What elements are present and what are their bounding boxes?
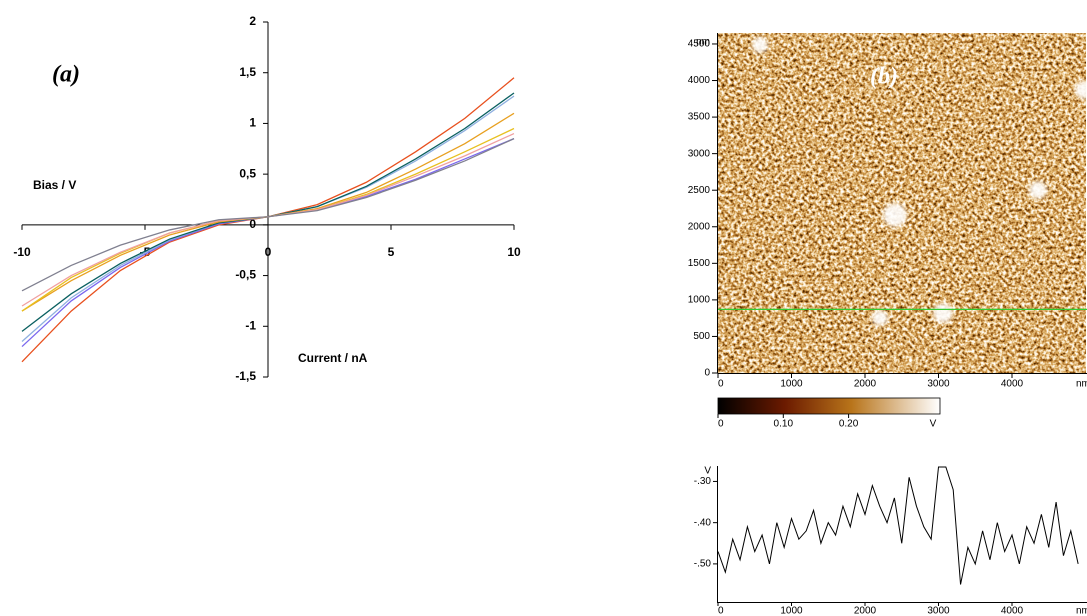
- x-tick-label: -10: [13, 245, 31, 259]
- afm-particles: [752, 37, 1086, 326]
- x-tick-label: 10: [507, 245, 521, 259]
- x-tick-label: 1000: [780, 379, 803, 390]
- y-tick-label: 4000: [688, 75, 711, 86]
- x-tick-label: 3000: [927, 606, 950, 616]
- colorbar-tick-label: 0.10: [774, 419, 794, 430]
- x-tick-label: 2000: [854, 606, 877, 616]
- profile-plot: [718, 466, 1079, 585]
- x-tick-label: 0: [718, 379, 724, 390]
- y-tick-label: -.30: [694, 476, 712, 487]
- x-unit: nm: [1076, 379, 1087, 390]
- x-tick-label: 4000: [1001, 606, 1024, 616]
- y-tick-label: -1,5: [235, 369, 256, 383]
- x-unit: nm: [1076, 606, 1087, 616]
- y-tick-label: 0,5: [239, 166, 256, 180]
- x-tick-label: 0: [265, 245, 272, 259]
- y-tick-label: 1: [249, 116, 256, 130]
- colorbar: [717, 397, 941, 415]
- x-axis-title: Bias / V: [33, 178, 76, 192]
- y-tick-label: -.50: [694, 559, 712, 570]
- x-tick-label: 0: [718, 606, 724, 616]
- y-tick-label: 0: [249, 217, 256, 231]
- y-tick-label: 2: [249, 14, 256, 28]
- y-tick-label: -.40: [694, 517, 712, 528]
- x-tick-label: 5: [388, 245, 395, 259]
- y-tick-label: 3500: [688, 112, 711, 123]
- panel-label: (a): [52, 62, 80, 88]
- y-tick-label: 2000: [688, 221, 711, 232]
- y-tick-label: 0: [704, 368, 710, 379]
- afm-texture: [718, 33, 1086, 373]
- colorbar-tick-label: 0.20: [839, 419, 859, 430]
- y-unit: nm: [696, 37, 710, 48]
- iv-curve: [21, 138, 515, 292]
- y-tick-label: 1,5: [239, 65, 256, 79]
- y-axis-title: Current / nA: [298, 351, 368, 365]
- x-tick-label: 3000: [927, 379, 950, 390]
- y-tick-label: 1500: [688, 258, 711, 269]
- profile-line: [718, 466, 1079, 585]
- y-tick-label: 2500: [688, 185, 711, 196]
- panel-label: (b): [870, 64, 898, 90]
- y-tick-label: 500: [693, 331, 710, 342]
- x-tick-label: 4000: [1001, 379, 1024, 390]
- y-tick-label: 1000: [688, 295, 711, 306]
- y-tick-label: 4500: [688, 39, 711, 50]
- x-tick-label: 2000: [854, 379, 877, 390]
- afm-image: [718, 33, 1086, 373]
- y-unit: V: [704, 466, 711, 477]
- colorbar-unit: V: [930, 419, 937, 430]
- y-tick-label: 3000: [688, 148, 711, 159]
- colorbar-tick-label: 0: [718, 419, 724, 430]
- y-tick-label: -0,5: [235, 268, 256, 282]
- x-tick-label: 1000: [780, 606, 803, 616]
- y-tick-label: -1: [245, 318, 256, 332]
